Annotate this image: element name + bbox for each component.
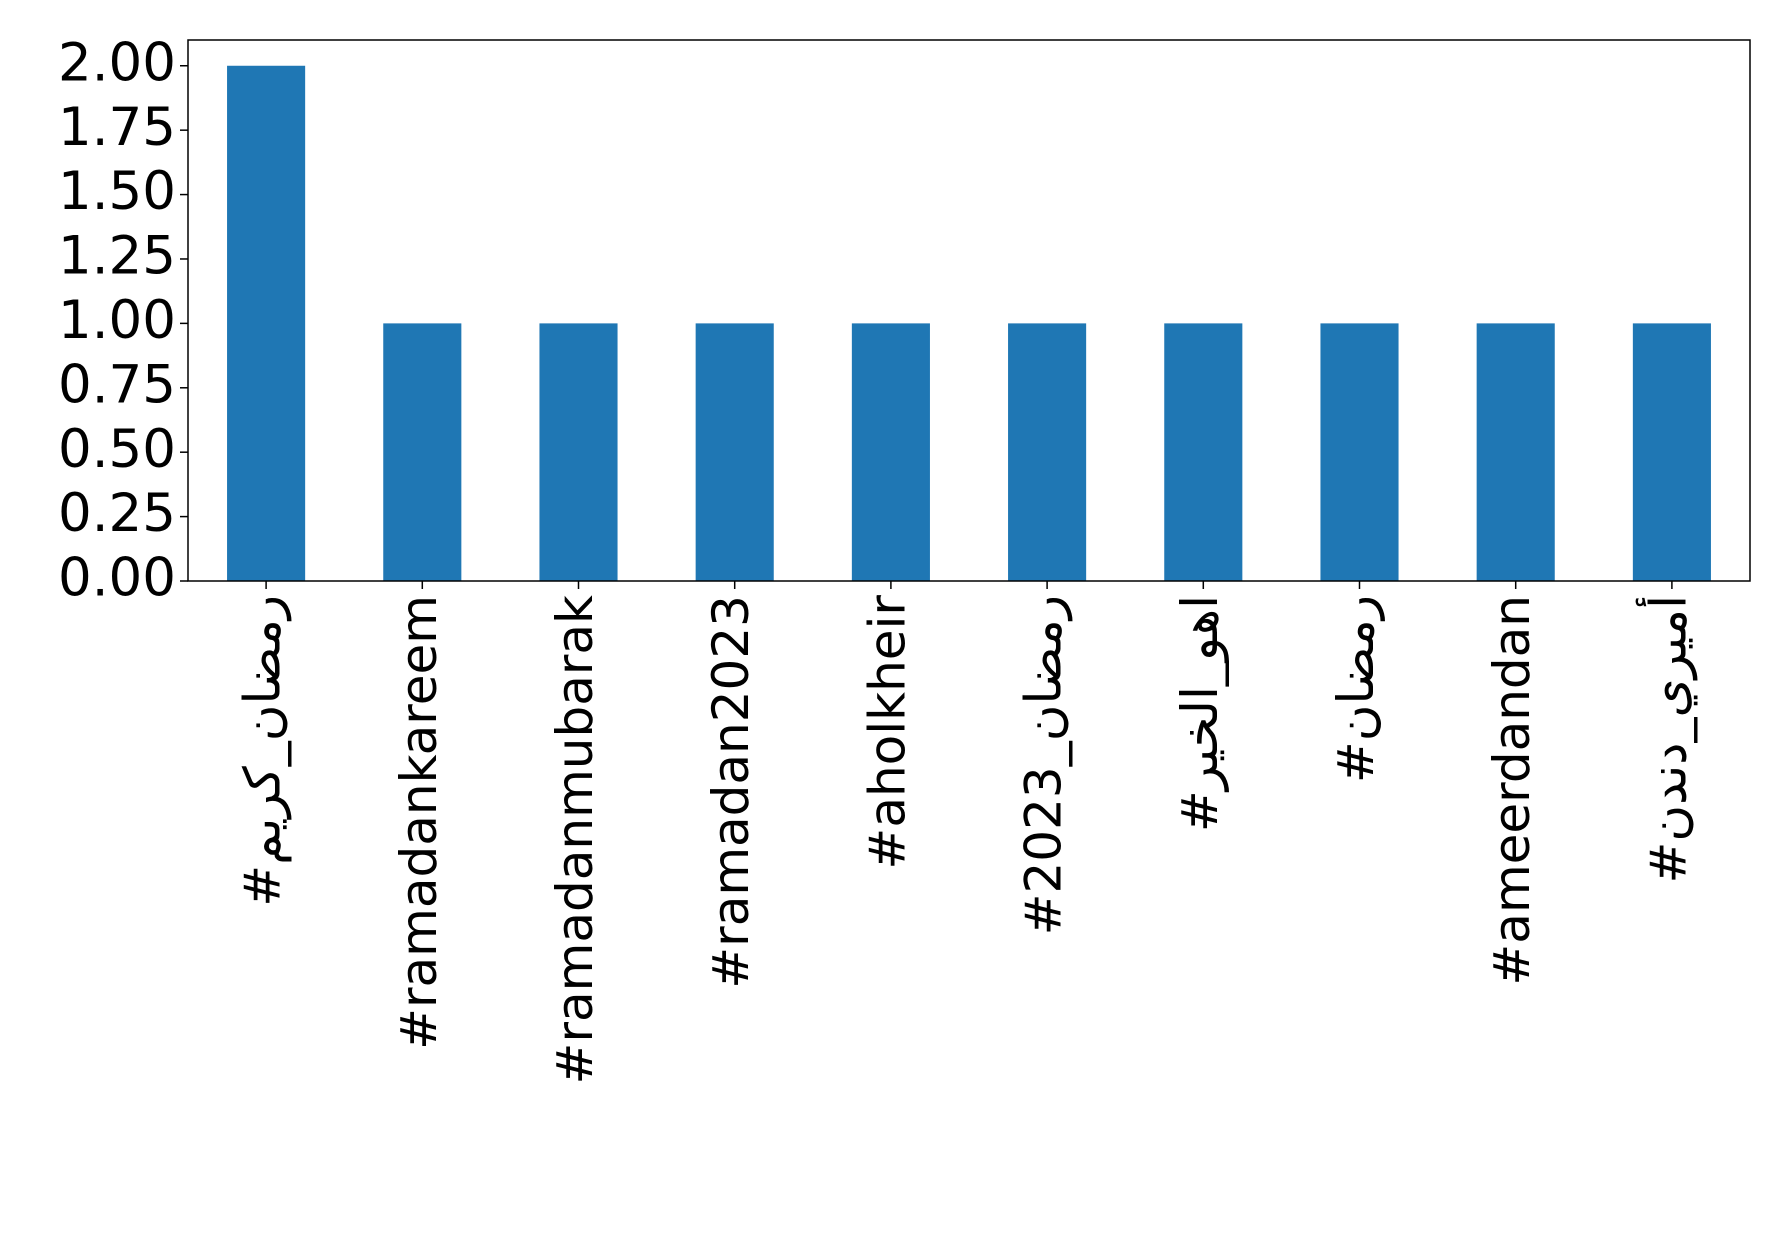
x-tick-label: #ramadankareem bbox=[390, 595, 448, 1050]
y-tick-label: 1.75 bbox=[58, 97, 176, 158]
x-tick-label: #ramadan2023 bbox=[702, 595, 760, 989]
x-tick-label: #اهو_الخير bbox=[1171, 595, 1229, 832]
bar bbox=[1164, 323, 1243, 581]
bar bbox=[695, 323, 774, 581]
bar bbox=[1320, 323, 1399, 581]
bar bbox=[1476, 323, 1555, 581]
y-tick-label: 0.50 bbox=[58, 419, 176, 480]
x-tick-label: #aholkheir bbox=[858, 595, 916, 870]
x-tick-label: #رمضان_كريم bbox=[234, 595, 292, 907]
y-tick-label: 0.25 bbox=[58, 483, 176, 544]
x-tick-label: #ameerdandan bbox=[1483, 595, 1541, 986]
y-tick-label: 0.00 bbox=[58, 548, 176, 609]
bar bbox=[851, 323, 930, 581]
bar bbox=[539, 323, 618, 581]
y-tick-label: 0.75 bbox=[58, 354, 176, 415]
bar bbox=[1008, 323, 1087, 581]
y-tick-label: 1.00 bbox=[58, 290, 176, 351]
y-tick-label: 1.25 bbox=[58, 226, 176, 287]
x-tick-label: #رمضان_2023 bbox=[1015, 595, 1073, 935]
x-tick-label: #رمضان bbox=[1327, 595, 1385, 783]
bar bbox=[383, 323, 462, 581]
y-tick-label: 2.00 bbox=[58, 32, 176, 93]
bar bbox=[1632, 323, 1711, 581]
plot-frame bbox=[187, 39, 1751, 582]
bar bbox=[227, 65, 306, 581]
x-tick-label: #أميري_دندن bbox=[1635, 595, 1697, 884]
y-tick-label: 1.50 bbox=[58, 161, 176, 222]
x-tick-label: #ramadanmubarak bbox=[546, 595, 604, 1084]
